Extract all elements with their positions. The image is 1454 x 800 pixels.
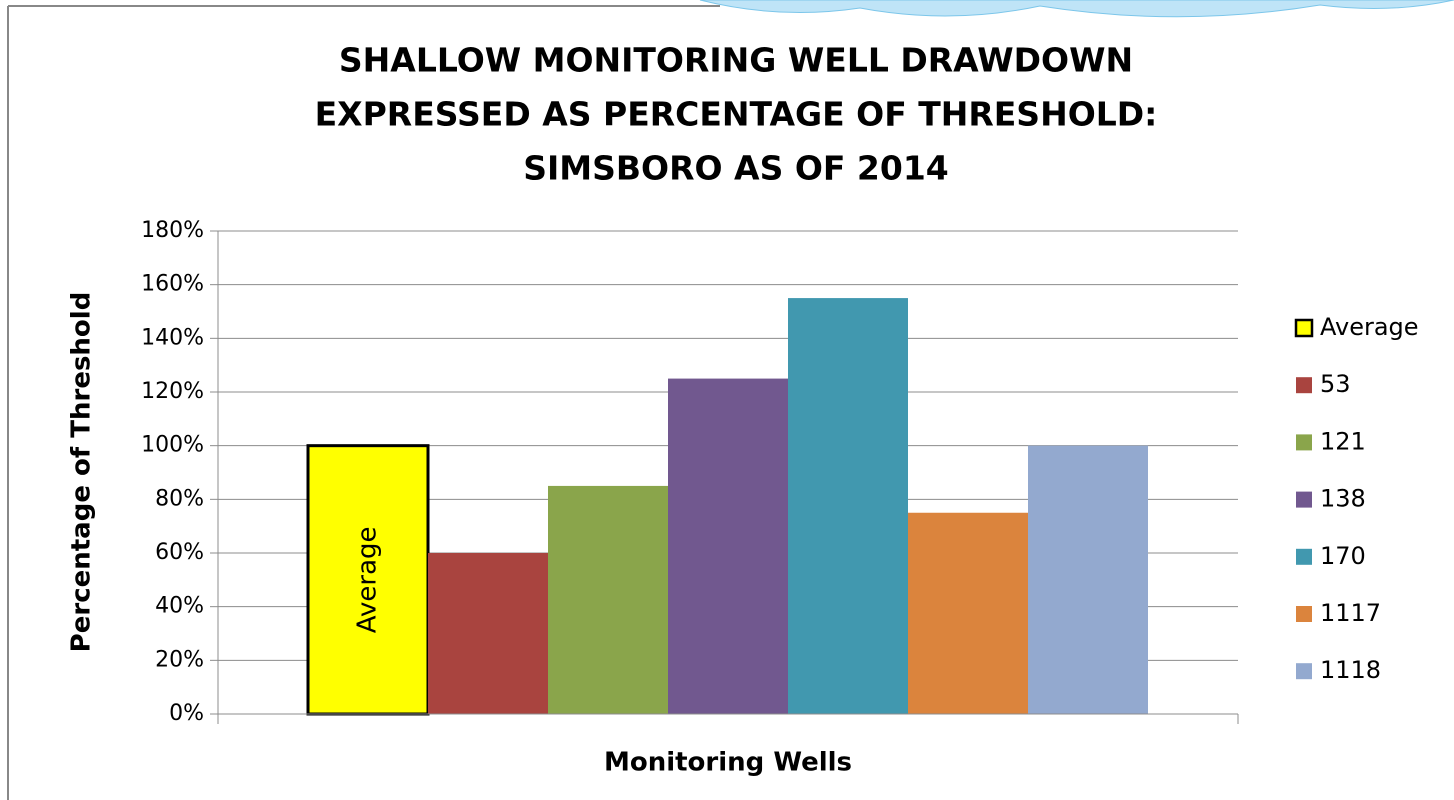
- legend-swatch: [1296, 606, 1312, 622]
- decoration: [699, 0, 1454, 18]
- chart-title: SHALLOW MONITORING WELL DRAWDOWN: [339, 41, 1133, 80]
- legend-label: Average: [1320, 313, 1419, 341]
- legend-swatch: [1296, 663, 1312, 680]
- legend-swatch: [1296, 434, 1312, 451]
- legend-swatch: [1296, 377, 1312, 394]
- legend-swatch: [1296, 491, 1312, 508]
- legend-label: 170: [1320, 542, 1366, 570]
- y-tick-label: 100%: [141, 433, 204, 458]
- x-axis-label: Monitoring Wells: [604, 748, 852, 778]
- bar: [908, 512, 1028, 714]
- y-tick-label: 180%: [141, 218, 204, 243]
- legend-swatch: [1294, 318, 1314, 338]
- legend-label: 53: [1320, 370, 1351, 398]
- bar: [428, 553, 548, 714]
- bar: [548, 485, 668, 714]
- y-tick-label: 0%: [169, 701, 204, 726]
- legend-label: 138: [1320, 485, 1366, 513]
- legend-label: 1118: [1320, 656, 1381, 684]
- y-tick-label: 160%: [141, 272, 204, 297]
- bar: [668, 378, 788, 714]
- y-tick-label: 60%: [155, 540, 204, 565]
- bar-label: Average: [353, 526, 383, 633]
- y-tick-label: 140%: [141, 325, 204, 350]
- y-tick-label: 80%: [155, 486, 204, 511]
- y-axis-label: Percentage of Threshold: [67, 292, 97, 653]
- bar: [306, 444, 430, 716]
- legend-swatch: [1296, 548, 1312, 565]
- bar: [1028, 445, 1148, 714]
- y-tick-label: 120%: [141, 379, 204, 404]
- bar: [788, 298, 908, 714]
- y-tick-label: 20%: [155, 647, 204, 672]
- legend-label: 121: [1320, 427, 1366, 455]
- y-tick-label: 40%: [155, 594, 204, 619]
- chart-title: SIMSBORO AS OF 2014: [523, 149, 949, 188]
- chart-title: EXPRESSED AS PERCENTAGE OF THRESHOLD:: [315, 95, 1158, 134]
- legend-label: 1117: [1320, 599, 1381, 627]
